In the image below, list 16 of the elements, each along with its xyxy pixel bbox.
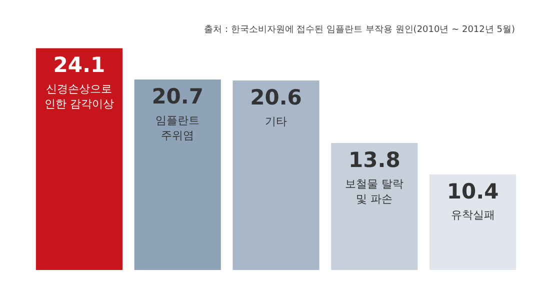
x-tick-label: 보철물 탈락 및 파손 [345,177,404,206]
bar [232,80,320,270]
x-tick-label: 신경손상으로 인한 감각이상 [44,82,114,111]
x-tick-label: 임플란트 주위염 [156,114,200,142]
data-label: 10.4 [446,179,499,204]
data-label: 20.6 [250,85,302,110]
source-note: 출처 : 한국소비자원에 접수된 임플란트 부작용 원인(2010년 ~ 2012년 5월) [204,24,515,35]
data-label: 13.8 [348,148,400,172]
data-label: 24.1 [53,53,106,78]
x-tick-label: 기타 [265,114,287,128]
bar [36,48,122,270]
x-tick-label: 유착실패 [450,208,495,222]
bar [430,174,516,270]
data-label: 20.7 [152,84,204,109]
bar [331,143,418,270]
bar [134,80,221,270]
